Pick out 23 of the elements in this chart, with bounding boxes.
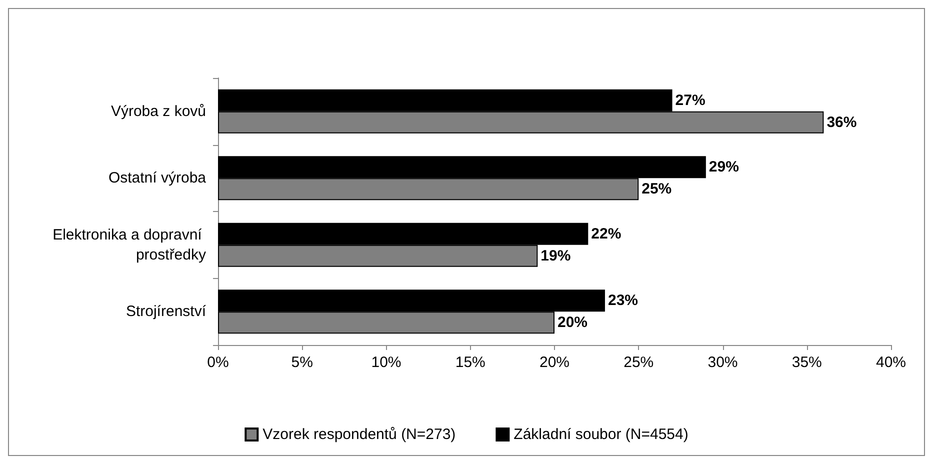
- data-label: 27%: [675, 92, 706, 109]
- x-tick-label: 0%: [207, 354, 229, 371]
- y-tick-label: Strojírenství: [126, 303, 207, 320]
- y-tick-label: Elektronika a dopravní prostředky: [52, 226, 206, 264]
- x-tick-label: 40%: [876, 354, 906, 371]
- data-label: 22%: [591, 225, 622, 242]
- data-label: 29%: [708, 158, 739, 176]
- x-tick-label: 25%: [624, 354, 654, 371]
- y-tick-label: Výroba z kovů: [110, 102, 206, 120]
- legend-label: Základní soubor (N=4554): [514, 426, 688, 443]
- x-tick-label: 30%: [708, 354, 738, 371]
- data-label: 20%: [558, 314, 588, 332]
- data-label: 19%: [540, 247, 571, 264]
- data-label: 36%: [826, 114, 857, 131]
- legend-label: Vzorek respondentů (N=273): [262, 426, 456, 443]
- data-label: 23%: [608, 292, 638, 310]
- x-tick-label: 20%: [539, 354, 570, 371]
- x-tick-label: 15%: [455, 354, 486, 371]
- x-tick-label: 10%: [371, 354, 402, 371]
- data-label: 25%: [642, 180, 672, 198]
- y-tick-label: Ostatní výroba: [108, 170, 207, 187]
- x-tick-label: 5%: [291, 354, 313, 371]
- x-tick-label: 35%: [792, 354, 822, 371]
